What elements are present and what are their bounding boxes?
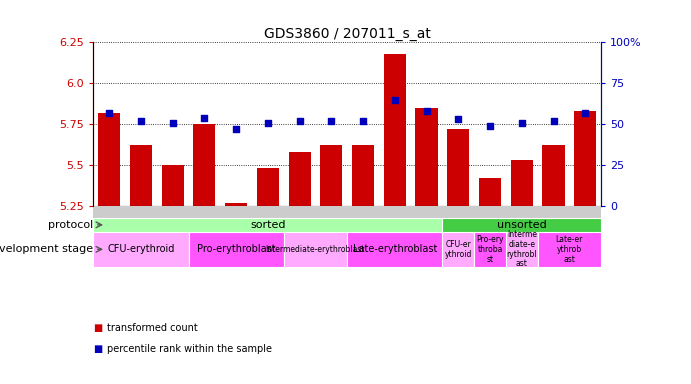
Point bbox=[231, 126, 242, 132]
Text: transformed count: transformed count bbox=[107, 323, 198, 333]
Point bbox=[484, 123, 495, 129]
Bar bbox=[162, 165, 184, 206]
Bar bbox=[289, 152, 311, 206]
Bar bbox=[511, 160, 533, 206]
Text: development stage: development stage bbox=[0, 244, 93, 254]
Point bbox=[326, 118, 337, 124]
Point bbox=[421, 108, 432, 114]
Text: Pro-ery
throba
st: Pro-ery throba st bbox=[476, 235, 504, 263]
Bar bbox=[506, 232, 538, 267]
Bar bbox=[320, 146, 343, 206]
Text: protocol: protocol bbox=[48, 220, 93, 230]
Bar bbox=[447, 129, 469, 206]
Bar bbox=[193, 124, 216, 206]
Point bbox=[199, 114, 210, 121]
Bar bbox=[352, 146, 375, 206]
Bar bbox=[347, 232, 442, 267]
Point bbox=[167, 119, 178, 126]
Point bbox=[135, 118, 146, 124]
Title: GDS3860 / 207011_s_at: GDS3860 / 207011_s_at bbox=[264, 27, 430, 41]
Bar bbox=[98, 113, 120, 206]
Bar bbox=[542, 146, 565, 206]
Bar bbox=[284, 232, 347, 267]
Point bbox=[263, 119, 274, 126]
Text: Intermediate-erythroblast: Intermediate-erythroblast bbox=[266, 245, 366, 254]
Bar bbox=[225, 203, 247, 206]
Text: ■: ■ bbox=[93, 344, 102, 354]
Text: sorted: sorted bbox=[250, 220, 285, 230]
Bar bbox=[415, 108, 437, 206]
Text: CFU-erythroid: CFU-erythroid bbox=[107, 244, 175, 254]
Bar bbox=[442, 218, 601, 232]
Point bbox=[357, 118, 368, 124]
Bar bbox=[93, 206, 601, 218]
Text: ■: ■ bbox=[93, 323, 102, 333]
Point bbox=[548, 118, 559, 124]
Text: percentile rank within the sample: percentile rank within the sample bbox=[107, 344, 272, 354]
Bar bbox=[442, 232, 474, 267]
Point bbox=[294, 118, 305, 124]
Bar bbox=[479, 178, 501, 206]
Point bbox=[104, 109, 115, 116]
Text: Late-erythroblast: Late-erythroblast bbox=[352, 244, 437, 254]
Point bbox=[453, 116, 464, 122]
Text: Late-er
ythrob
ast: Late-er ythrob ast bbox=[556, 235, 583, 263]
Bar bbox=[574, 111, 596, 206]
Text: unsorted: unsorted bbox=[497, 220, 547, 230]
Text: CFU-er
ythroid: CFU-er ythroid bbox=[444, 240, 472, 259]
Bar bbox=[538, 232, 601, 267]
Bar bbox=[130, 146, 152, 206]
Bar bbox=[257, 168, 279, 206]
Bar bbox=[93, 218, 442, 232]
Point bbox=[389, 96, 400, 103]
Point bbox=[580, 109, 591, 116]
Text: Pro-erythroblast: Pro-erythroblast bbox=[197, 244, 276, 254]
Bar bbox=[93, 232, 189, 267]
Bar bbox=[189, 232, 284, 267]
Text: Interme
diate-e
rythrobl
ast: Interme diate-e rythrobl ast bbox=[507, 230, 537, 268]
Bar bbox=[474, 232, 506, 267]
Point bbox=[516, 119, 527, 126]
Bar bbox=[384, 54, 406, 206]
